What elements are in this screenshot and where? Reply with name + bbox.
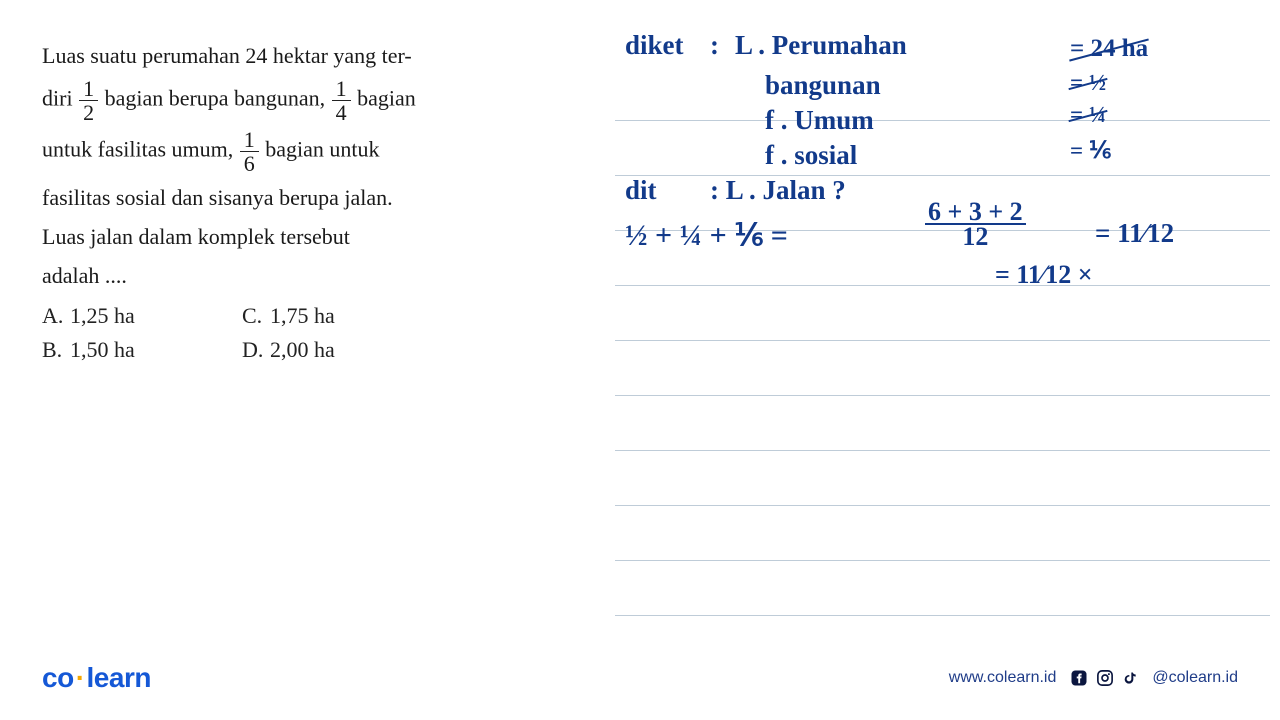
handwriting-text: : L . Jalan ?: [710, 175, 846, 206]
footer: co·learn www.colearn.id @colearn.id: [0, 662, 1280, 694]
ruled-lines: [615, 0, 1280, 720]
handwriting-text: = 11⁄12: [1095, 218, 1174, 249]
social-icons: [1070, 669, 1138, 687]
problem-line-6: adalah ....: [42, 258, 595, 293]
handwriting-text: bangunan: [765, 70, 881, 101]
fraction-1-4: 14: [332, 77, 351, 124]
tiktok-icon: [1122, 669, 1138, 687]
footer-url: www.colearn.id: [949, 669, 1057, 687]
option-a: A.1,25 ha: [42, 299, 242, 333]
option-c: C.1,75 ha: [242, 299, 442, 333]
problem-line-4: fasilitas sosial dan sisanya berupa jala…: [42, 180, 595, 215]
handwriting-text: = ¼: [1070, 102, 1106, 128]
handwriting-text: = ½: [1070, 70, 1106, 96]
fraction-1-2: 12: [79, 77, 98, 124]
handwriting-text: dit: [625, 175, 657, 206]
option-d: D.2,00 ha: [242, 333, 442, 367]
logo: co·learn: [42, 662, 151, 694]
fraction-1-6: 16: [240, 128, 259, 175]
problem-line-1: Luas suatu perumahan 24 hektar yang ter-: [42, 38, 595, 73]
problem-line-5: Luas jalan dalam komplek tersebut: [42, 219, 595, 254]
problem-line-2: diri 12 bagian berupa bangunan, 14 bagia…: [42, 77, 595, 124]
handwriting-text: :: [710, 30, 719, 61]
answer-options: A.1,25 ha C.1,75 ha B.1,50 ha D.2,00 ha: [42, 299, 595, 367]
handwriting-text: f . sosial: [765, 140, 857, 171]
handwriting-text: diket: [625, 30, 684, 61]
handwriting-text: = 24 ha: [1070, 35, 1148, 63]
handwriting-text: = ⅙: [1070, 138, 1111, 164]
handwriting-text: L . Perumahan: [735, 30, 907, 61]
handwriting-text: ½ + ¼ + ⅙ =: [625, 218, 788, 253]
notebook-panel: diket: L . Perumahan = 24 ha bangunan = ½ f .…: [615, 0, 1280, 720]
footer-handle: @colearn.id: [1152, 669, 1238, 687]
problem-text: Luas suatu perumahan 24 hektar yang ter-…: [42, 38, 595, 293]
handwriting-text: = 11⁄12 ×: [995, 260, 1093, 290]
problem-line-3: untuk fasilitas umum, 16 bagian untuk: [42, 128, 595, 175]
instagram-icon: [1096, 669, 1114, 687]
logo-dot-icon: ·: [76, 662, 85, 693]
facebook-icon: [1070, 669, 1088, 687]
problem-panel: Luas suatu perumahan 24 hektar yang ter-…: [0, 0, 615, 720]
footer-right: www.colearn.id @colearn.id: [949, 669, 1238, 687]
handwriting-text: f . Umum: [765, 105, 874, 136]
option-b: B.1,50 ha: [42, 333, 242, 367]
handwriting-fraction: 6 + 3 + 212: [925, 200, 1026, 249]
